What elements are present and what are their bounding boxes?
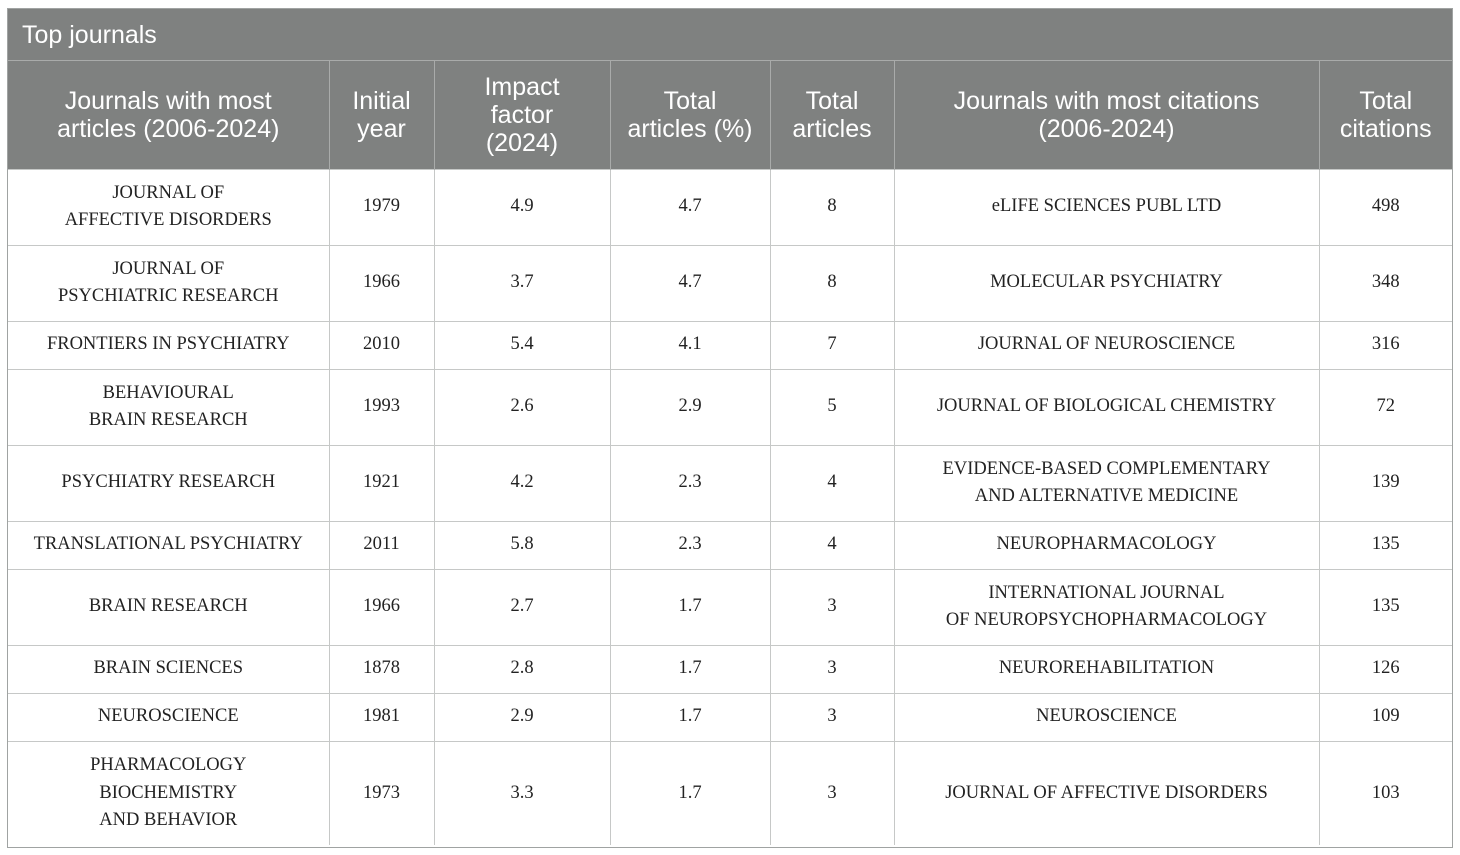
impact-cell: 5.8 [433, 520, 610, 569]
year-cell: 1979 [328, 168, 434, 245]
journal-cell: BRAIN RESEARCH [8, 568, 329, 645]
pct-cell: 1.7 [609, 644, 770, 693]
table-row: BEHAVIOURAL BRAIN RESEARCH 1993 2.6 2.9 … [8, 368, 1452, 445]
pct-cell: 1.7 [609, 568, 770, 645]
table-caption: Top journals [8, 9, 1452, 61]
impact-cell: 5.4 [433, 320, 610, 369]
journal-cell: FRONTIERS IN PSYCHIATRY [8, 320, 329, 369]
journal-cell: JOURNAL OF PSYCHIATRIC RESEARCH [8, 244, 329, 321]
journal-cell: PHARMACOLOGY BIOCHEMISTRY AND BEHAVIOR [8, 740, 329, 845]
pct-cell: 2.9 [609, 368, 770, 445]
cited-journal-cell: JOURNAL OF NEUROSCIENCE [893, 320, 1319, 369]
pct-cell: 2.3 [609, 444, 770, 521]
impact-cell: 2.7 [433, 568, 610, 645]
table-row: BRAIN SCIENCES 1878 2.8 1.7 3 NEUROREHAB… [8, 644, 1452, 693]
column-header-total-citations: Total citations [1318, 61, 1452, 169]
cited-journal-cell: INTERNATIONAL JOURNAL OF NEUROPSYCHOPHAR… [893, 568, 1319, 645]
cited-journal-cell: NEUROSCIENCE [893, 692, 1319, 741]
year-cell: 1966 [328, 244, 434, 321]
pct-cell: 4.7 [609, 244, 770, 321]
column-header-initial-year: Initial year [328, 61, 434, 169]
table-row: PSYCHIATRY RESEARCH 1921 4.2 2.3 4 EVIDE… [8, 444, 1452, 521]
table-row: BRAIN RESEARCH 1966 2.7 1.7 3 INTERNATIO… [8, 568, 1452, 645]
citations-cell: 498 [1318, 168, 1452, 245]
cited-journal-cell: NEUROREHABILITATION [893, 644, 1319, 693]
impact-cell: 4.2 [433, 444, 610, 521]
column-header-impact-factor: Impact factor (2024) [433, 61, 610, 169]
journal-cell: JOURNAL OF AFFECTIVE DISORDERS [8, 168, 329, 245]
citations-cell: 135 [1318, 520, 1452, 569]
citations-cell: 109 [1318, 692, 1452, 741]
citations-cell: 126 [1318, 644, 1452, 693]
pct-cell: 1.7 [609, 692, 770, 741]
articles-cell: 3 [769, 692, 894, 741]
year-cell: 1878 [328, 644, 434, 693]
year-cell: 1973 [328, 740, 434, 845]
cited-journal-cell: NEUROPHARMACOLOGY [893, 520, 1319, 569]
cited-journal-cell: JOURNAL OF BIOLOGICAL CHEMISTRY [893, 368, 1319, 445]
table-row: JOURNAL OF AFFECTIVE DISORDERS 1979 4.9 … [8, 168, 1452, 245]
column-header-cited-journals: Journals with most citations (2006-2024) [893, 61, 1319, 169]
impact-cell: 2.9 [433, 692, 610, 741]
impact-cell: 3.3 [433, 740, 610, 845]
articles-cell: 7 [769, 320, 894, 369]
articles-cell: 3 [769, 740, 894, 845]
journal-cell: NEUROSCIENCE [8, 692, 329, 741]
impact-cell: 4.9 [433, 168, 610, 245]
journals-table: Journals with most articles (2006-2024) … [8, 61, 1452, 845]
pct-cell: 4.7 [609, 168, 770, 245]
impact-cell: 2.6 [433, 368, 610, 445]
articles-cell: 8 [769, 168, 894, 245]
table-row: FRONTIERS IN PSYCHIATRY 2010 5.4 4.1 7 J… [8, 320, 1452, 369]
citations-cell: 103 [1318, 740, 1452, 845]
pct-cell: 4.1 [609, 320, 770, 369]
journal-cell: TRANSLATIONAL PSYCHIATRY [8, 520, 329, 569]
citations-cell: 139 [1318, 444, 1452, 521]
impact-cell: 2.8 [433, 644, 610, 693]
year-cell: 2010 [328, 320, 434, 369]
articles-cell: 5 [769, 368, 894, 445]
header-row: Journals with most articles (2006-2024) … [8, 61, 1452, 169]
column-header-total-articles-pct: Total articles (%) [609, 61, 770, 169]
articles-cell: 8 [769, 244, 894, 321]
journal-cell: PSYCHIATRY RESEARCH [8, 444, 329, 521]
journal-cell: BRAIN SCIENCES [8, 644, 329, 693]
journal-cell: BEHAVIOURAL BRAIN RESEARCH [8, 368, 329, 445]
year-cell: 2011 [328, 520, 434, 569]
cited-journal-cell: eLIFE SCIENCES PUBL LTD [893, 168, 1319, 245]
column-header-total-articles: Total articles [769, 61, 894, 169]
articles-cell: 4 [769, 520, 894, 569]
table-row: JOURNAL OF PSYCHIATRIC RESEARCH 1966 3.7… [8, 244, 1452, 321]
year-cell: 1981 [328, 692, 434, 741]
year-cell: 1921 [328, 444, 434, 521]
table-row: PHARMACOLOGY BIOCHEMISTRY AND BEHAVIOR 1… [8, 740, 1452, 845]
citations-cell: 72 [1318, 368, 1452, 445]
cited-journal-cell: JOURNAL OF AFFECTIVE DISORDERS [893, 740, 1319, 845]
table-row: TRANSLATIONAL PSYCHIATRY 2011 5.8 2.3 4 … [8, 520, 1452, 569]
pct-cell: 2.3 [609, 520, 770, 569]
cited-journal-cell: EVIDENCE-BASED COMPLEMENTARY AND ALTERNA… [893, 444, 1319, 521]
pct-cell: 1.7 [609, 740, 770, 845]
citations-cell: 316 [1318, 320, 1452, 369]
articles-cell: 4 [769, 444, 894, 521]
citations-cell: 348 [1318, 244, 1452, 321]
table-row: NEUROSCIENCE 1981 2.9 1.7 3 NEUROSCIENCE… [8, 692, 1452, 741]
articles-cell: 3 [769, 644, 894, 693]
table-container: Top journals Journals with most articles… [7, 8, 1453, 848]
articles-cell: 3 [769, 568, 894, 645]
citations-cell: 135 [1318, 568, 1452, 645]
cited-journal-cell: MOLECULAR PSYCHIATRY [893, 244, 1319, 321]
year-cell: 1993 [328, 368, 434, 445]
year-cell: 1966 [328, 568, 434, 645]
impact-cell: 3.7 [433, 244, 610, 321]
column-header-journals: Journals with most articles (2006-2024) [8, 61, 329, 169]
